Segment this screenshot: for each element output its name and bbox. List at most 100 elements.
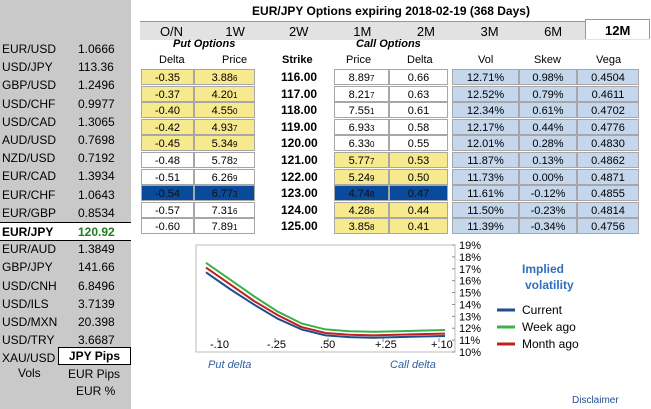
pair-row-eur-usd[interactable]: EUR/USD 1.0666 [0,40,131,58]
vol-cell: 11.50% [452,201,519,218]
pair-rate: 0.7698 [78,133,115,147]
pip-option-jpy-pips[interactable]: JPY Pips [58,347,131,365]
col-header-vol: Vol [478,54,494,66]
pair-row-usd-cnh[interactable]: USD/CNH 6.8496 [0,277,131,295]
disclaimer-link[interactable]: Disclaimer [572,395,619,406]
tab-2w[interactable]: 2W [288,24,309,39]
put-price-cell-value: 4.20 [211,88,233,101]
vega-cell: 0.4611 [577,85,639,102]
vega-cell: 0.4830 [577,135,639,152]
pair-row-eur-cad[interactable]: EUR/CAD 1.3934 [0,167,131,185]
put-delta-cell-value: -0.37 [154,88,181,101]
put-delta-cell: -0.54 [141,185,194,202]
vega-cell-value: 0.4871 [591,171,625,184]
put-price-cell-subdigit: 0 [232,107,238,117]
vol-cell: 11.87% [452,152,519,168]
strike-cell: 124.00 [281,202,318,217]
put-price-cell-value: 5.34 [211,138,233,151]
pair-name: XAU/USD [2,351,56,366]
put-delta-cell-value: -0.35 [154,72,181,84]
pair-row-usd-cad[interactable]: USD/CAD 1.3065 [0,113,131,131]
strike-cell: 122.00 [281,169,318,184]
put-price-cell: 5.349 [194,135,255,152]
put-delta-cell: -0.48 [141,152,194,168]
pair-row-usd-jpy[interactable]: USD/JPY 113.36 [0,58,131,76]
put-price-cell-subdigit: 9 [232,173,238,183]
tab-1w[interactable]: 1W [225,24,245,39]
vega-cell-value: 0.4756 [591,221,625,234]
vega-cell-value: 0.4611 [591,88,625,101]
tab-6m[interactable]: 6M [544,24,563,39]
pair-rate: 1.3065 [78,114,115,129]
pair-row-eur-chf[interactable]: EUR/CHF 1.0643 [0,186,131,204]
pair-row-gbp-usd[interactable]: GBP/USD 1.2496 [0,76,131,94]
call-delta-cell-value: 0.47 [407,188,430,201]
call-price-cell-subdigit: 1 [369,107,375,117]
put-delta-cell: -0.45 [141,135,194,152]
pair-row-eur-jpy[interactable]: EUR/JPY 120.92 [0,222,131,241]
skew-cell-value: 0.28% [532,138,564,151]
chart-title-line1: Implied [522,262,564,276]
pair-row-usd-try[interactable]: USD/TRY 3.6687 [0,331,131,349]
pair-row-usd-ils[interactable]: USD/ILS 3.7139 [0,295,131,313]
tab-12m[interactable]: 12M [585,19,651,39]
put-price-cell-subdigit: 6 [232,206,238,216]
call-price-cell: 7.551 [334,102,389,119]
skew-cell: -0.12% [519,185,577,202]
pair-row-aud-usd[interactable]: AUD/USD 0.7698 [0,131,131,149]
put-delta-cell: -0.57 [141,201,194,218]
call-price-cell-value: 5.77 [348,155,370,167]
put-price-cell-value: 4.55 [211,105,233,118]
tab-o-n[interactable]: O/N [159,24,184,39]
pair-row-eur-aud[interactable]: EUR/AUD 1.3849 [0,240,131,258]
tab-1m[interactable]: 1M [353,24,372,39]
call-price-cell-subdigit: 8 [369,190,375,200]
pair-name: EUR/CHF [2,187,56,202]
tab-2m[interactable]: 2M [416,24,435,39]
put-delta-cell-value: -0.51 [154,171,181,184]
put-price-cell-value: 7.31 [211,204,233,217]
vega-cell: 0.4756 [577,218,639,235]
tab-3m[interactable]: 3M [480,24,499,39]
skew-cell: 0.28% [519,135,577,152]
x-tick-label: +.10 [431,339,453,351]
pair-row-usd-mxn[interactable]: USD/MXN 20.398 [0,313,131,331]
pair-row-nzd-usd[interactable]: NZD/USD 0.7192 [0,149,131,167]
pair-name: EUR/USD [2,42,57,56]
pair-rate: 3.7139 [78,296,115,311]
x-caption-put: Put delta [208,359,251,371]
call-price-cell: 4.286 [334,201,389,218]
pair-name: GBP/USD [2,78,57,93]
pip-option-eur-pips[interactable]: EUR Pips [68,367,121,381]
put-price-cell-subdigit: 1 [232,223,238,233]
pip-option-eur-percent[interactable]: EUR % [76,384,116,398]
put-price-cell: 4.550 [194,102,255,119]
skew-cell-value: -0.23% [530,204,566,217]
call-price-cell-subdigit: 6 [369,206,375,216]
put-price-cell: 7.891 [194,218,255,235]
pair-rate: 1.0666 [78,42,115,56]
pair-row-eur-gbp[interactable]: EUR/GBP 0.8534 [0,204,131,222]
vol-cell-value: 11.73% [467,171,504,184]
pair-rate: 6.8496 [78,278,115,293]
pair-row-usd-chf[interactable]: USD/CHF 0.9977 [0,95,131,113]
pair-rate: 3.6687 [78,333,115,348]
vol-cell-value: 12.71% [466,72,505,84]
put-price-cell: 3.886 [194,69,255,85]
put-delta-cell-value: -0.48 [154,155,181,167]
vega-cell: 0.4776 [577,118,639,135]
y-tick-label: 16% [459,276,481,288]
skew-cell: 0.44% [519,118,577,135]
x-tick-label: +.25 [375,339,397,351]
pair-row-gbp-jpy[interactable]: GBP/JPY 141.66 [0,258,131,276]
put-price-cell: 6.269 [194,168,255,185]
pair-rate: 20.398 [78,315,115,329]
vega-cell-value: 0.4776 [591,121,625,134]
vol-cell: 12.52% [452,85,519,102]
pair-name: USD/CNH [2,278,57,293]
vol-cell: 12.17% [452,118,519,135]
put-price-cell: 6.773 [194,185,255,202]
y-tick-label: 17% [459,264,481,276]
vol-cell: 12.34% [452,102,519,119]
vega-cell-value: 0.4702 [591,105,625,118]
